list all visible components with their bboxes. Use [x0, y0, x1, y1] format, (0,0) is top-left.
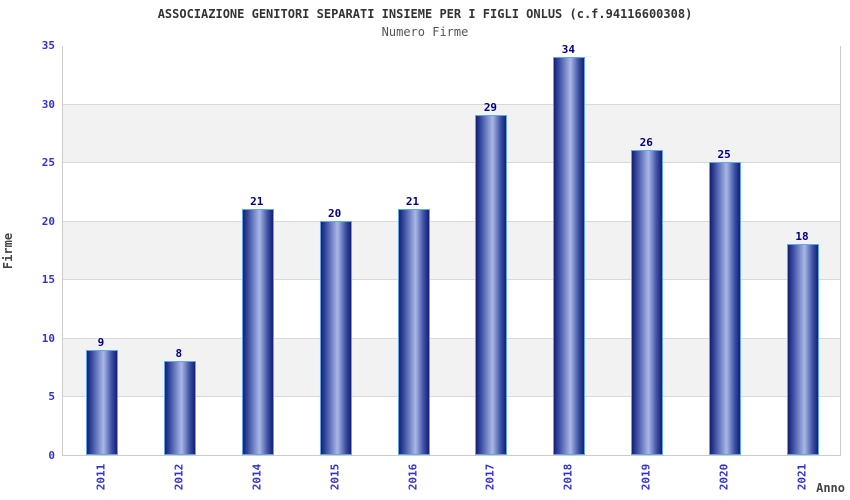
gridline [63, 220, 840, 222]
chart-subtitle: Numero Firme [381, 25, 469, 39]
y-tick-label: 15 [41, 273, 55, 287]
bar-2020 [709, 162, 742, 455]
y-tick-label: 5 [48, 390, 55, 404]
bar-2021 [787, 244, 820, 455]
x-tick-label: 2021 [795, 463, 809, 491]
bar-value-label: 21 [405, 195, 420, 208]
bar-2011 [85, 349, 118, 455]
x-tick-label: 2018 [561, 463, 575, 491]
gridline [63, 162, 840, 164]
y-tick-label: 0 [48, 449, 55, 462]
bar-value-label: 29 [483, 101, 498, 115]
x-tick-label: 2019 [639, 463, 653, 491]
y-tick-label: 25 [41, 156, 55, 170]
bar-value-label: 21 [250, 195, 264, 208]
x-tick-label: 2020 [717, 463, 731, 491]
bar-value-label: 25 [717, 148, 731, 162]
plot-area [62, 45, 841, 456]
bar-2015 [319, 220, 352, 455]
plot-band [63, 103, 840, 163]
bar-2016 [397, 209, 430, 455]
bar-value-label: 9 [97, 335, 105, 349]
bar-2017 [475, 115, 508, 455]
bar-value-label: 8 [175, 347, 183, 361]
x-tick-label: 2016 [406, 463, 420, 491]
bar-2018 [553, 56, 586, 455]
gridline [63, 337, 840, 339]
y-tick-label: 30 [41, 97, 55, 111]
bar-2014 [241, 209, 274, 455]
gridline [63, 279, 840, 281]
chart-title: ASSOCIAZIONE GENITORI SEPARATI INSIEME P… [157, 7, 693, 21]
bar-value-label: 18 [795, 230, 809, 244]
gridline [63, 396, 840, 398]
bar-2019 [631, 150, 664, 455]
x-tick-label: 2017 [483, 463, 497, 491]
y-tick-label: 20 [41, 214, 55, 228]
y-tick-label: 35 [41, 39, 55, 52]
plot-band [63, 45, 840, 104]
x-tick-label: 2014 [250, 463, 264, 491]
x-axis-title: Anno [816, 481, 845, 495]
bar-value-label: 26 [639, 136, 653, 150]
x-tick-label: 2012 [172, 463, 186, 491]
bar-value-label: 20 [328, 206, 342, 220]
x-tick-label: 2011 [94, 463, 108, 491]
bar-value-label: 34 [561, 42, 575, 56]
x-tick-label: 2015 [328, 463, 342, 491]
y-tick-label: 10 [41, 331, 55, 345]
bar-2012 [163, 361, 196, 455]
gridline [63, 103, 840, 105]
